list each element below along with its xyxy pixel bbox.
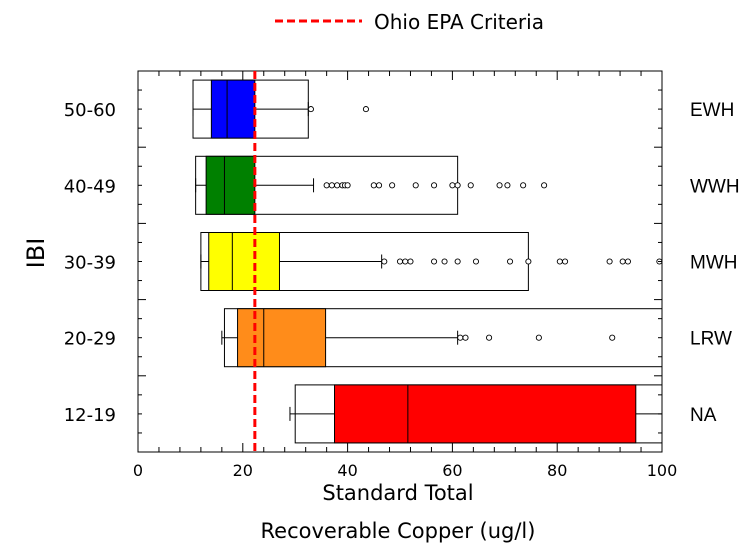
outlier-40-49-6	[370, 182, 377, 189]
ticks-layer	[137, 71, 663, 452]
outlier-40-49-17	[541, 182, 548, 189]
x-tick-label-0: 0	[133, 461, 143, 480]
outlier-40-49-5	[344, 182, 351, 189]
x-axis-title-line-1: Standard Total	[322, 481, 473, 505]
outlier-20-29-3	[535, 334, 542, 341]
outlier-30-39-6	[454, 258, 461, 265]
iqr-box-50-60	[210, 79, 256, 139]
outlier-30-39-9	[525, 258, 532, 265]
outlier-50-60-0	[307, 106, 314, 113]
outlier-30-39-8	[506, 258, 514, 265]
iqr-box-30-39	[208, 232, 280, 291]
outlier-30-39-11	[562, 258, 569, 265]
class-label-EWH: EWH	[690, 100, 734, 121]
outlier-40-49-12	[454, 182, 461, 189]
outlier-40-49-13	[467, 182, 474, 189]
y-tick-label-30-39: 30-39	[64, 253, 116, 274]
outlier-20-29-4	[609, 334, 616, 341]
x-tick-label-40: 40	[337, 461, 357, 480]
x-axis-title-line-2: Recoverable Copper (ug/l)	[261, 519, 536, 543]
x-tick-label-20: 20	[233, 461, 253, 480]
outlier-30-39-14	[624, 258, 631, 265]
class-label-LRW: LRW	[690, 329, 732, 350]
y-tick-label-20-29: 20-29	[64, 329, 116, 350]
outlier-30-39-3	[407, 258, 414, 265]
outlier-40-49-10	[431, 182, 438, 189]
outlier-20-29-2	[486, 334, 493, 341]
class-label-NA: NA	[690, 405, 717, 426]
outliers-layer	[307, 106, 663, 341]
outlier-30-39-2	[402, 258, 409, 265]
y-tick-label-12-19: 12-19	[64, 405, 116, 426]
outlier-30-39-5	[441, 258, 448, 265]
y-tick-label-40-49: 40-49	[64, 176, 116, 197]
outlier-30-39-13	[619, 258, 626, 265]
boxes-layer	[192, 79, 663, 444]
iqr-box-40-49	[205, 155, 256, 215]
outlier-40-49-16	[520, 182, 527, 189]
outlier-40-49-2	[334, 182, 341, 189]
legend: Ohio EPA Criteria	[275, 10, 544, 34]
outlier-40-49-9	[412, 182, 419, 189]
outlier-40-49-8	[389, 182, 396, 189]
class-label-MWH: MWH	[690, 253, 737, 274]
outlier-30-39-4	[431, 258, 438, 265]
outlier-40-49-7	[375, 182, 383, 189]
y-axis-title: IBI	[22, 238, 50, 269]
outlier-30-39-0	[381, 258, 388, 265]
class-label-WWH: WWH	[690, 176, 740, 197]
outlier-40-49-1	[328, 182, 335, 189]
outlier-20-29-0	[457, 334, 464, 341]
iqr-box-12-19	[334, 384, 637, 444]
x-tick-label-100: 100	[647, 461, 678, 480]
x-tick-label-80: 80	[547, 461, 567, 480]
y-tick-label-50-60: 50-60	[64, 100, 116, 121]
legend-label: Ohio EPA Criteria	[374, 10, 544, 34]
outlier-30-39-7	[472, 258, 480, 265]
outlier-40-49-11	[449, 182, 456, 189]
x-tick-label-60: 60	[442, 461, 462, 480]
outlier-40-49-15	[504, 182, 511, 189]
outlier-30-39-12	[606, 258, 613, 265]
outlier-40-49-0	[323, 182, 330, 189]
labels-layer: 50-60 EWH 40-49 WWH 30-39 MWH 20-29 LRW 12-19 NA 0…	[64, 100, 740, 480]
outlier-40-49-14	[496, 182, 503, 189]
outlier-50-60-1	[362, 106, 369, 113]
outlier-20-29-1	[462, 334, 469, 341]
outlier-30-39-1	[396, 258, 404, 265]
iqr-box-20-29	[237, 308, 327, 368]
outlier-30-39-10	[556, 258, 563, 265]
